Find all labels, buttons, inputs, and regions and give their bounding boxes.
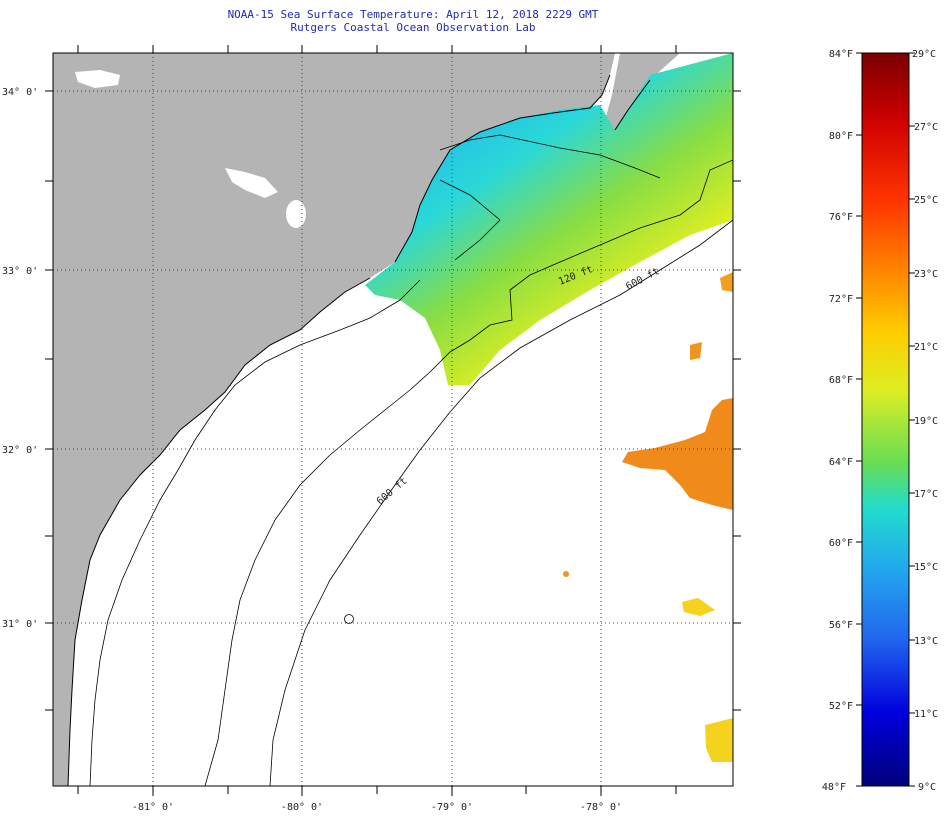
colorbar-label-c: 23°C: [914, 269, 938, 280]
colorbar-label-f: 80°F: [829, 131, 853, 142]
lat-label: 32° 0': [2, 445, 38, 456]
colorbar-label-c: 9°C: [918, 782, 936, 793]
colorbar-label-c: 17°C: [914, 489, 938, 500]
sst-gulfstream-patch: [622, 398, 733, 510]
colorbar-label-c: 11°C: [914, 709, 938, 720]
sst-patch: [563, 571, 569, 577]
colorbar-label-f: 84°F: [829, 49, 853, 60]
colorbar-label-f: 56°F: [829, 620, 853, 631]
colorbar-label-c: 19°C: [914, 416, 938, 427]
cloud-patch: [225, 168, 278, 198]
colorbar-label-c: 13°C: [914, 636, 938, 647]
colorbar-label-f: 52°F: [829, 701, 853, 712]
colorbar-label-f: 72°F: [829, 294, 853, 305]
colorbar-label-c: 25°C: [914, 195, 938, 206]
colorbar-label-f: 64°F: [829, 457, 853, 468]
colorbar-label-f: 48°F: [822, 782, 846, 793]
map-subtitle: Rutgers Coastal Ocean Observation Lab: [290, 21, 536, 34]
map-border: [52, 52, 734, 787]
lon-label: -79° 0': [431, 802, 473, 813]
lon-label: -81° 0': [132, 802, 174, 813]
land-area: [53, 53, 615, 786]
colorbar-label-c: 29°C: [912, 49, 936, 60]
colorbar-label-f: 76°F: [829, 212, 853, 223]
colorbar-label-c: 15°C: [914, 562, 938, 573]
sst-patch: [682, 598, 715, 616]
lat-label: 33° 0': [2, 266, 38, 277]
colorbar-f-ticks: [856, 52, 862, 787]
coastline: [67, 74, 651, 786]
sst-patch: [705, 718, 733, 762]
sst-patch: [690, 342, 702, 360]
colorbar: [861, 52, 910, 787]
sst-patch: [720, 272, 733, 292]
colorbar-label-c: 21°C: [914, 342, 938, 353]
lon-label: -78° 0': [580, 802, 622, 813]
tick-marks: [45, 45, 741, 796]
graticule: [53, 53, 733, 786]
contour-inner: [89, 134, 661, 786]
cloud-patch: [75, 70, 120, 88]
colorbar-label-f: 60°F: [829, 538, 853, 549]
lat-label: 31° 0': [2, 619, 38, 630]
colorbar-c-ticks: [909, 52, 915, 787]
sst-observed-region: [365, 53, 733, 385]
map-title: NOAA-15 Sea Surface Temperature: April 1…: [227, 8, 599, 21]
lat-label: 34° 0': [2, 87, 38, 98]
colorbar-label-c: 27°C: [914, 122, 938, 133]
cloud-patch: [286, 200, 306, 228]
contour-600ft: [269, 219, 733, 786]
land-strip-northeast: [605, 53, 680, 130]
contour-120ft: [204, 159, 733, 786]
lon-label: -80° 0': [281, 802, 323, 813]
colorbar-label-f: 68°F: [829, 375, 853, 386]
